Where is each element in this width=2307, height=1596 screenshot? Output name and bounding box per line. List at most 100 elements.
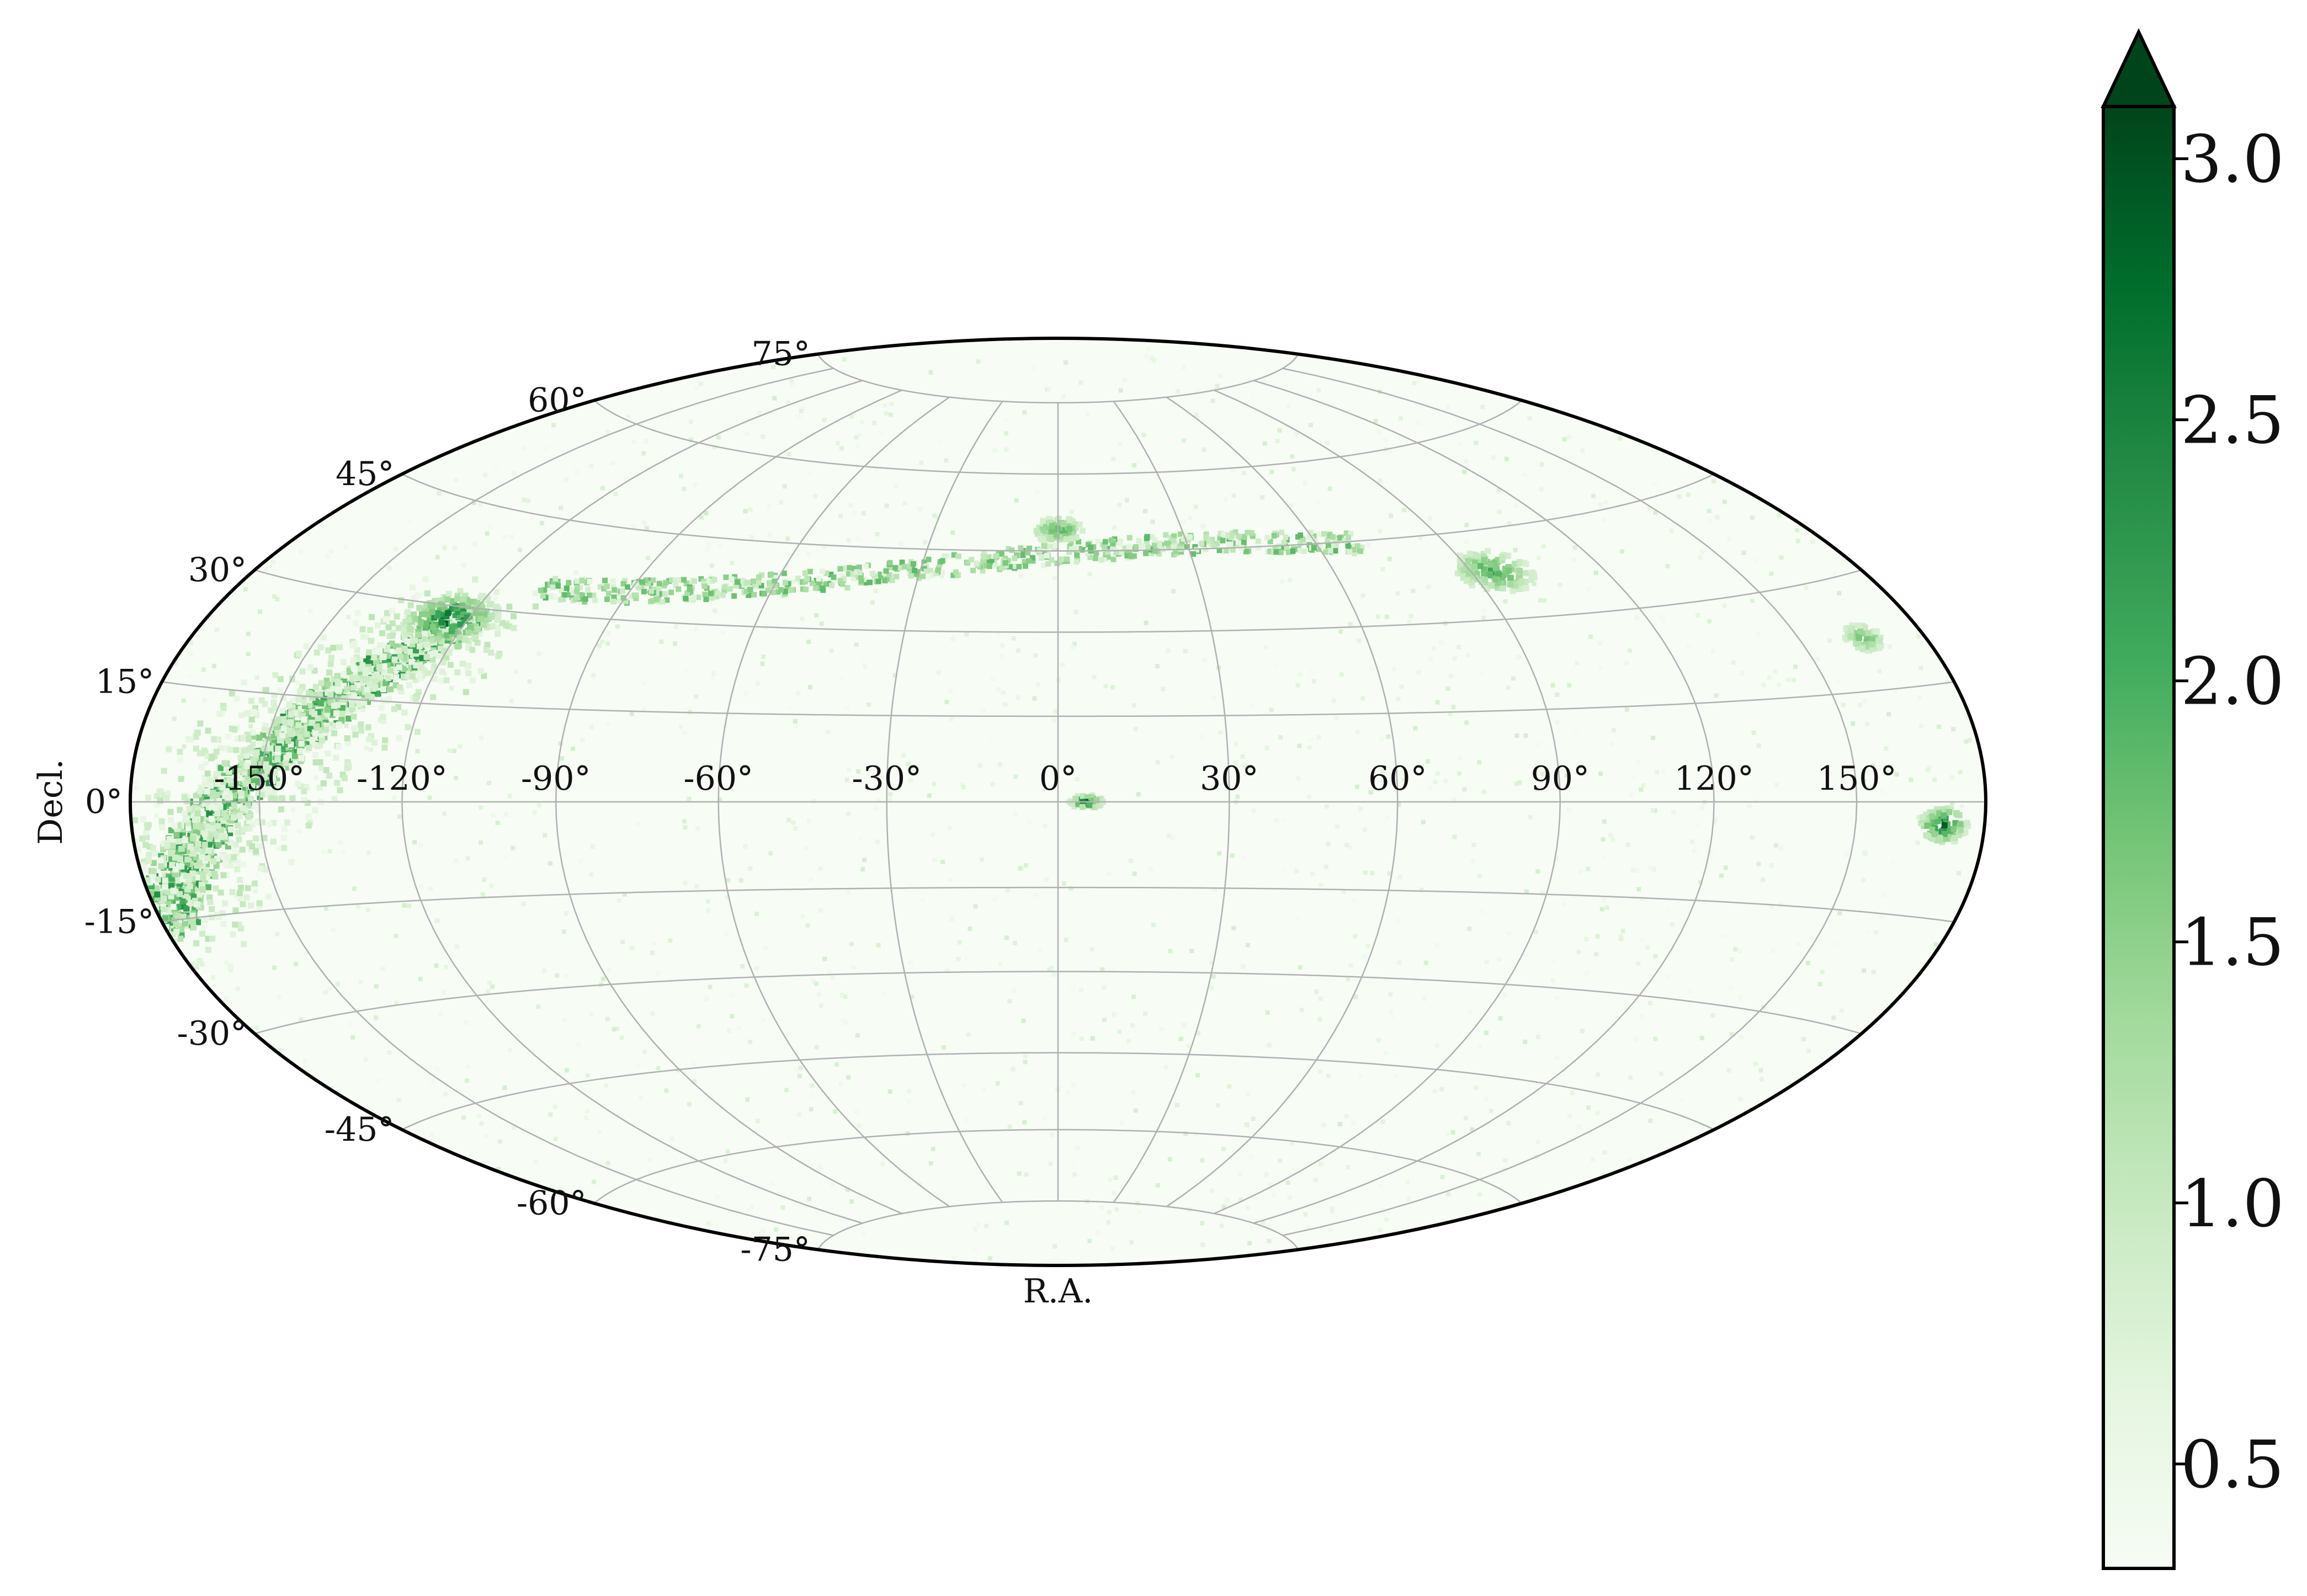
heatmap-cell (465, 630, 471, 636)
heatmap-cell (477, 668, 484, 674)
heatmap-cell (1584, 971, 1589, 976)
heatmap-cell (259, 781, 266, 788)
heatmap-cell (1352, 544, 1358, 549)
heatmap-cell (418, 664, 425, 671)
heatmap-cell (450, 635, 457, 641)
heatmap-cell (1126, 535, 1133, 541)
heatmap-cell (430, 668, 437, 675)
heatmap-cell (190, 918, 196, 924)
heatmap-cell (1069, 525, 1076, 531)
heatmap-cell (454, 478, 459, 482)
heatmap-cell (1346, 535, 1352, 541)
heatmap-cell (145, 822, 152, 828)
heatmap-cell (1933, 942, 1938, 947)
heatmap-cell (858, 836, 863, 841)
heatmap-cell (1241, 471, 1246, 476)
heatmap-cell (205, 935, 211, 942)
heatmap-cell (620, 939, 625, 944)
heatmap-cell (961, 785, 966, 790)
heatmap-cell (334, 702, 341, 708)
heatmap-cell (844, 778, 849, 783)
heatmap-cell (211, 801, 218, 808)
heatmap-cell (1445, 1131, 1450, 1136)
heatmap-cell (243, 894, 250, 901)
heatmap-cell (1500, 585, 1506, 592)
heatmap-cell (227, 777, 233, 783)
heatmap-cell (1117, 541, 1123, 547)
heatmap-cell (1504, 456, 1509, 461)
heatmap-cell (1211, 974, 1216, 979)
heatmap-cell (1506, 685, 1511, 690)
heatmap-cell (1104, 545, 1110, 551)
heatmap-cell (349, 705, 355, 712)
heatmap-cell (839, 446, 844, 451)
heatmap-cell (1979, 772, 1983, 776)
heatmap-cell (168, 827, 174, 833)
heatmap-cell (1011, 636, 1016, 641)
heatmap-cell (1088, 544, 1093, 550)
heatmap-cell (374, 984, 379, 989)
heatmap-cell (962, 1083, 967, 1088)
heatmap-cell (1360, 977, 1365, 982)
heatmap-cell (293, 733, 300, 740)
heatmap-cell (454, 595, 461, 602)
heatmap-cell (1052, 576, 1057, 581)
heatmap-cell (328, 655, 334, 661)
heatmap-cell (763, 946, 768, 950)
heatmap-cell (354, 647, 360, 653)
heatmap-cell (668, 577, 674, 583)
heatmap-cell (256, 904, 263, 911)
heatmap-cell (304, 731, 310, 738)
heatmap-cell (1235, 540, 1241, 546)
heatmap-cell (1795, 528, 1800, 533)
heatmap-cell (573, 570, 578, 575)
heatmap-cell (933, 571, 939, 577)
heatmap-cell (364, 687, 370, 693)
heatmap-cell (203, 834, 209, 840)
heatmap-cell (1113, 539, 1119, 545)
heatmap-cell (331, 928, 336, 933)
heatmap-cell (1753, 558, 1758, 563)
heatmap-cell (768, 851, 773, 856)
heatmap-cell (417, 673, 423, 679)
heatmap-cell (400, 621, 407, 628)
heatmap-cell (935, 526, 940, 531)
heatmap-cell (1567, 683, 1572, 688)
heatmap-cell (1317, 542, 1323, 549)
heatmap-cell (230, 814, 237, 821)
heatmap-cell (1212, 887, 1217, 892)
heatmap-cell (438, 678, 445, 684)
heatmap-cell (659, 591, 665, 597)
heatmap-cell (879, 430, 883, 435)
heatmap-cell (551, 423, 556, 428)
heatmap-cell (469, 629, 475, 635)
heatmap-cell (548, 861, 553, 866)
heatmap-cell (729, 576, 735, 582)
heatmap-cell (284, 741, 290, 748)
heatmap-cell (358, 721, 364, 728)
heatmap-cell (820, 568, 826, 574)
heatmap-cell (1598, 772, 1603, 776)
heatmap-cell (434, 598, 441, 604)
heatmap-cell (1464, 459, 1469, 464)
heatmap-cell (208, 870, 214, 877)
heatmap-cell (1251, 392, 1256, 397)
heatmap-cell (190, 893, 197, 900)
heatmap-cell (1043, 823, 1048, 828)
heatmap-cell (1200, 1242, 1205, 1247)
heatmap-cell (1432, 1089, 1437, 1094)
heatmap-cell (1163, 532, 1169, 538)
heatmap-cell (454, 944, 459, 949)
heatmap-cell (611, 594, 617, 600)
heatmap-cell (1136, 459, 1141, 464)
heatmap-cell (918, 507, 922, 512)
heatmap-cell (1073, 609, 1078, 614)
heatmap-cell (262, 687, 269, 694)
heatmap-cell (230, 766, 236, 773)
heatmap-cell (262, 722, 269, 729)
heatmap-cell (331, 796, 338, 802)
heatmap-cell (1566, 807, 1571, 812)
heatmap-cell (1759, 1077, 1764, 1082)
heatmap-cell (927, 793, 932, 798)
heatmap-cell (713, 608, 717, 613)
